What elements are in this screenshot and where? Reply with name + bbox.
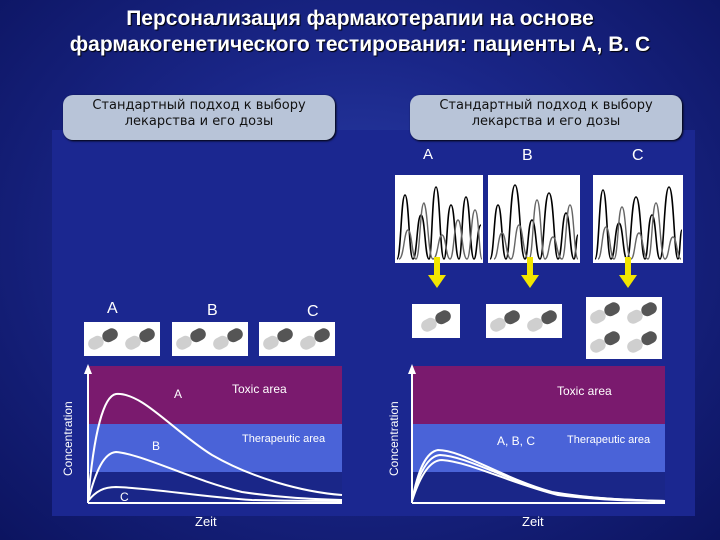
left-toxic-zone bbox=[88, 366, 342, 424]
capsule-group-right-b bbox=[486, 304, 562, 338]
right-box-line-1: Стандартный подход к выбору bbox=[439, 98, 653, 113]
capsule-group-left-c bbox=[259, 322, 335, 356]
capsule-group-right-a bbox=[412, 304, 460, 338]
left-curve-label-b: B bbox=[152, 439, 160, 453]
arrow-down-icon bbox=[428, 257, 446, 288]
right-therapeutic-label: Therapeutic area bbox=[567, 434, 651, 446]
right-curve-label: A, B, C bbox=[497, 434, 535, 448]
genotype-label-b: B bbox=[522, 147, 533, 164]
left-subtherapeutic-zone bbox=[88, 472, 342, 500]
left-x-axis-label: Zeit bbox=[195, 514, 217, 529]
title-line-2: фармакогенетического тестирования: пацие… bbox=[69, 33, 651, 56]
chromatogram-c bbox=[593, 175, 683, 263]
right-therapeutic-zone bbox=[412, 424, 665, 472]
right-subtherapeutic-zone bbox=[412, 472, 665, 500]
genotype-label-a: A bbox=[423, 146, 434, 163]
chromatogram-b bbox=[488, 175, 580, 263]
left-therapeutic-zone bbox=[88, 424, 342, 472]
capsule-group-right-c bbox=[586, 297, 662, 359]
left-approach-box: Стандартный подход к выбору лекарства и … bbox=[63, 95, 335, 140]
left-curve-label-c: C bbox=[120, 490, 129, 504]
right-approach-box: Стандартный подход к выбору лекарства и … bbox=[410, 95, 682, 140]
arrow-down-icon bbox=[521, 257, 539, 288]
right-box-line-2: лекарства и его дозы bbox=[471, 114, 621, 129]
right-concentration-chart: Toxic area Therapeutic area A, B, C Zeit… bbox=[387, 364, 666, 529]
left-box-line-2: лекарства и его дозы bbox=[124, 114, 274, 129]
right-x-axis-label: Zeit bbox=[522, 514, 544, 529]
chromatogram-a bbox=[395, 175, 483, 263]
capsule-group-left-b bbox=[172, 322, 248, 356]
capsule-group-left-a bbox=[84, 322, 160, 356]
right-y-axis-label: Concentration bbox=[387, 401, 401, 476]
right-curve-3 bbox=[411, 458, 666, 502]
right-toxic-zone bbox=[412, 366, 665, 424]
left-therapeutic-label: Therapeutic area bbox=[242, 433, 326, 445]
right-y-arrow-icon bbox=[408, 364, 416, 374]
left-y-axis-label: Concentration bbox=[61, 401, 75, 476]
left-toxic-label: Toxic area bbox=[232, 382, 287, 396]
patient-label-c: C bbox=[307, 303, 319, 320]
left-curve-c bbox=[87, 485, 343, 502]
patient-label-a: A bbox=[107, 300, 118, 317]
left-y-arrow-icon bbox=[84, 364, 92, 374]
slide-title: Персонализация фармакотерапии на основе … bbox=[0, 6, 720, 58]
arrow-down-icon bbox=[619, 257, 637, 288]
patient-label-b: B bbox=[207, 302, 218, 319]
left-concentration-chart: Toxic area Therapeutic area A B C Zeit C… bbox=[61, 364, 343, 529]
title-line-1: Персонализация фармакотерапии на основе bbox=[126, 7, 594, 30]
left-curve-label-a: A bbox=[174, 387, 182, 401]
left-box-line-1: Стандартный подход к выбору bbox=[92, 98, 306, 113]
right-toxic-label: Toxic area bbox=[557, 384, 612, 398]
left-curve-b bbox=[87, 450, 343, 502]
genotype-label-c: C bbox=[632, 147, 644, 164]
left-curve-a bbox=[87, 392, 343, 502]
